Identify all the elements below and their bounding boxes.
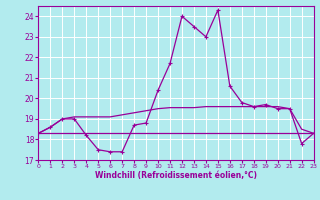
X-axis label: Windchill (Refroidissement éolien,°C): Windchill (Refroidissement éolien,°C) bbox=[95, 171, 257, 180]
